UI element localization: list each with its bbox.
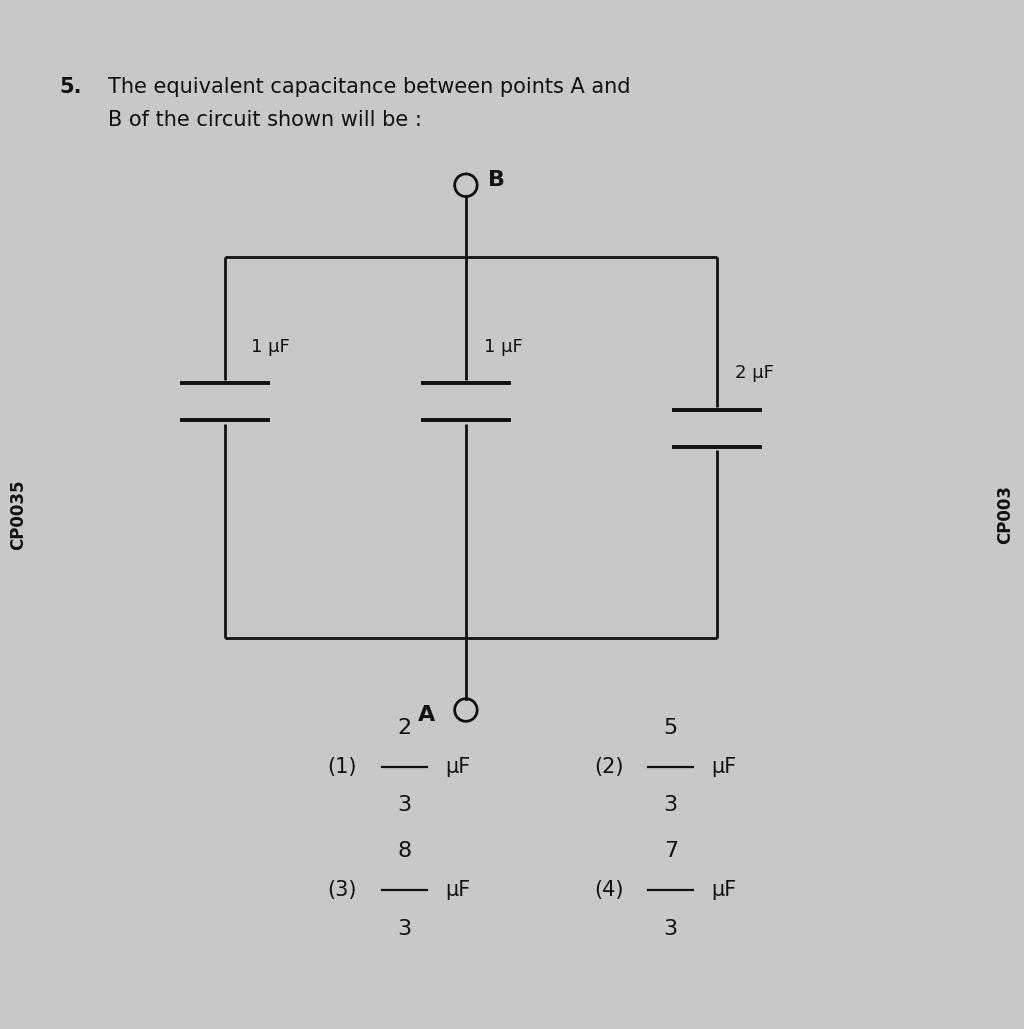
Text: μF: μF	[445, 880, 471, 900]
Text: μF: μF	[712, 756, 737, 777]
Text: 3: 3	[397, 919, 412, 938]
Text: 3: 3	[664, 919, 678, 938]
Text: CP003: CP003	[996, 485, 1015, 544]
Text: 5: 5	[664, 718, 678, 738]
Text: μF: μF	[712, 880, 737, 900]
Text: CP0035: CP0035	[9, 480, 28, 549]
Text: 2 μF: 2 μF	[735, 364, 774, 382]
Text: 1 μF: 1 μF	[484, 338, 523, 356]
Text: The equivalent capacitance between points A and: The equivalent capacitance between point…	[108, 77, 630, 97]
Text: 8: 8	[397, 842, 412, 861]
Text: 2: 2	[397, 718, 412, 738]
Text: B of the circuit shown will be :: B of the circuit shown will be :	[108, 110, 422, 130]
Text: (2): (2)	[594, 756, 624, 777]
Text: (4): (4)	[594, 880, 624, 900]
Text: 7: 7	[664, 842, 678, 861]
Text: A: A	[418, 705, 435, 725]
Text: (1): (1)	[328, 756, 357, 777]
Text: 5.: 5.	[59, 77, 82, 97]
Text: (3): (3)	[328, 880, 357, 900]
Text: 3: 3	[664, 795, 678, 815]
Text: 1 μF: 1 μF	[251, 338, 290, 356]
Text: μF: μF	[445, 756, 471, 777]
Text: 3: 3	[397, 795, 412, 815]
Text: B: B	[488, 170, 506, 190]
